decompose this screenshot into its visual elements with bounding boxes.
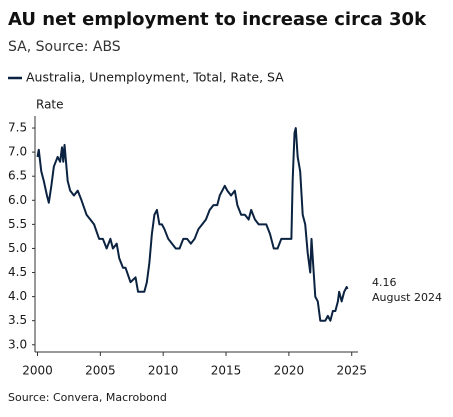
y-tick-label: 5.5 <box>8 217 27 231</box>
y-tick-label: 4.0 <box>8 289 27 303</box>
x-tick-label: 2010 <box>148 364 179 378</box>
y-tick-label: 5.0 <box>8 241 27 255</box>
x-tick-label: 2005 <box>85 364 116 378</box>
chart-title: AU net employment to increase circa 30k <box>8 9 427 30</box>
x-tick-label: 2000 <box>22 364 53 378</box>
x-tick-label: 2020 <box>274 364 305 378</box>
y-tick-label: 6.5 <box>8 169 27 183</box>
source-note: Source: Convera, Macrobond <box>8 391 167 404</box>
y-tick-label: 3.5 <box>8 313 27 327</box>
y-tick-label: 7.0 <box>8 145 27 159</box>
annotation-value: 4.16 <box>372 276 397 289</box>
y-tick-label: 7.5 <box>8 121 27 135</box>
chart-subtitle: SA, Source: ABS <box>8 39 121 55</box>
y-tick-label: 6.0 <box>8 193 27 207</box>
y-tick-label: 3.0 <box>8 337 27 351</box>
x-tick-label: 2025 <box>336 364 367 378</box>
annotation-label: August 2024 <box>372 291 442 304</box>
y-tick-label: 4.5 <box>8 265 27 279</box>
legend-label: Australia, Unemployment, Total, Rate, SA <box>26 70 284 85</box>
y-axis-label: Rate <box>36 98 64 112</box>
x-tick-label: 2015 <box>211 364 242 378</box>
data-line <box>36 127 349 322</box>
